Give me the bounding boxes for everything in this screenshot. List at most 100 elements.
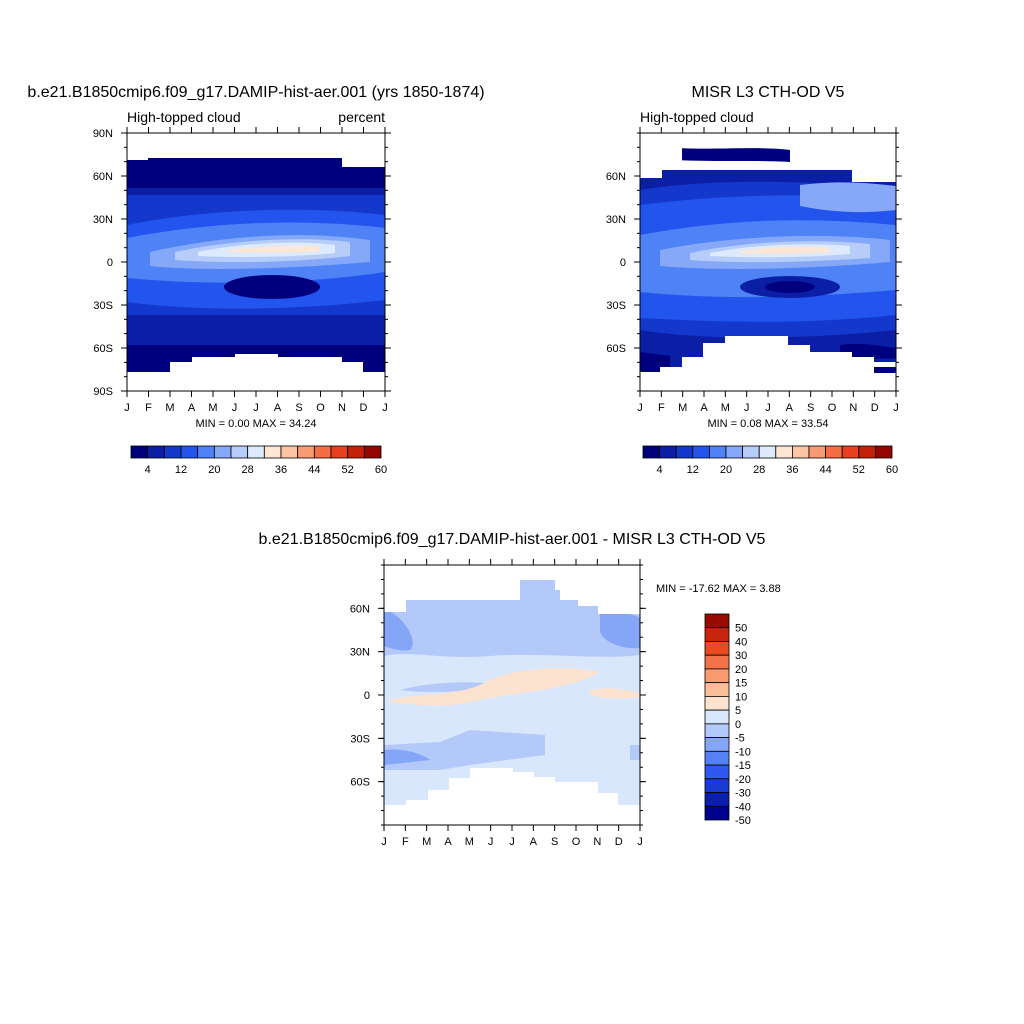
colorbar-label: 12 [175, 464, 187, 476]
y-tick-label: 0 [364, 690, 370, 702]
panel-obs-colorbar: 4 12 20 28 36 44 52 60 [642, 445, 898, 476]
y-tick-label: 90N [93, 128, 113, 140]
y-tick-label: 30S [606, 300, 626, 312]
colorbar-label: 5 [735, 705, 741, 717]
colorbar-label: 52 [342, 464, 354, 476]
x-tick-label: J [893, 402, 899, 414]
y-tick-label: 90S [93, 386, 113, 398]
panel-diff: b.e21.B1850cmip6.f09_g17.DAMIP-hist-aer.… [259, 531, 781, 848]
y-tick-label: 0 [620, 257, 626, 269]
panel-obs: MISR L3 CTH-OD V5 High-topped cloud [606, 84, 902, 476]
colorbar-label: 44 [308, 464, 320, 476]
colorbar-swatch [675, 445, 694, 459]
y-tick-label: 0 [107, 257, 113, 269]
colorbar-swatch [704, 641, 730, 656]
colorbar-swatch [163, 445, 182, 459]
panel-diff-title: b.e21.B1850cmip6.f09_g17.DAMIP-hist-aer.… [259, 531, 766, 548]
x-tick-label: D [871, 402, 879, 414]
colorbar-swatch [725, 445, 744, 459]
colorbar-label: -20 [735, 774, 751, 786]
panel-diff-axes: J F M A M J J A S O N D J 60N 30N 0 30S 60S [350, 559, 646, 848]
y-tick-label: 30S [93, 300, 113, 312]
x-tick-label: M [165, 402, 174, 414]
colorbar-swatch [704, 696, 730, 711]
colorbar-swatch [704, 668, 730, 684]
colorbar-label: -10 [735, 746, 751, 758]
panel-obs-axes: J F M A M J J A S O N D J 60N 30N 0 30S 60S [606, 127, 902, 414]
x-tick-label: M [721, 402, 730, 414]
x-tick-label: A [786, 402, 794, 414]
colorbar-swatch [704, 627, 730, 642]
x-tick-label: A [530, 836, 538, 848]
x-tick-label: J [637, 836, 643, 848]
colorbar-label: -15 [735, 760, 751, 772]
x-tick-label: A [700, 402, 708, 414]
colorbar-label: 60 [886, 464, 898, 476]
colorbar-swatch [875, 445, 893, 459]
colorbar-label: 44 [819, 464, 831, 476]
x-tick-label: A [444, 836, 452, 848]
x-tick-label: J [253, 402, 259, 414]
y-tick-label: 60N [350, 603, 370, 615]
x-tick-label: M [678, 402, 687, 414]
colorbar-label: 36 [786, 464, 798, 476]
colorbar-swatch [704, 737, 730, 752]
colorbar-swatch [792, 445, 810, 459]
colorbar-swatch [808, 445, 827, 459]
colorbar-swatch [363, 445, 382, 459]
x-tick-label: S [295, 402, 302, 414]
colorbar-label: 28 [242, 464, 254, 476]
x-tick-label: O [828, 402, 837, 414]
panel-model-left-string: High-topped cloud [127, 109, 241, 125]
colorbar-swatch [704, 764, 730, 780]
colorbar-swatch [704, 723, 730, 738]
colorbar-swatch [692, 445, 710, 459]
panel-model-title: b.e21.B1850cmip6.f09_g17.DAMIP-hist-aer.… [27, 84, 484, 101]
y-tick-label: 60N [93, 171, 113, 183]
colorbar-swatch [659, 445, 677, 459]
x-tick-label: S [807, 402, 814, 414]
x-tick-label: D [360, 402, 368, 414]
x-tick-label: M [465, 836, 474, 848]
colorbar-label: 4 [657, 464, 663, 476]
panel-obs-minmax: MIN = 0.08 MAX = 33.54 [707, 418, 828, 430]
colorbar-swatch [313, 445, 332, 459]
colorbar-swatch [841, 445, 860, 459]
x-tick-label: N [849, 402, 857, 414]
colorbar-swatch [330, 445, 349, 459]
colorbar-swatch [742, 445, 760, 459]
y-tick-label: 30N [93, 214, 113, 226]
colorbar-swatch [704, 654, 730, 670]
colorbar-swatch [858, 445, 876, 459]
x-tick-label: J [382, 402, 388, 414]
colorbar-label: 10 [735, 691, 747, 703]
colorbar-swatch [147, 445, 165, 459]
colorbar-label: 52 [853, 464, 865, 476]
colorbar-label: 40 [735, 636, 747, 648]
colorbar-swatch [825, 445, 843, 459]
colorbar-swatch [280, 445, 299, 459]
colorbar-swatch [704, 778, 730, 793]
colorbar-swatch [642, 445, 661, 459]
x-tick-label: S [551, 836, 558, 848]
colorbar-label: -50 [735, 815, 751, 827]
x-tick-label: J [765, 402, 771, 414]
panel-model: b.e21.B1850cmip6.f09_g17.DAMIP-hist-aer.… [27, 84, 484, 476]
colorbar-swatch [775, 445, 793, 459]
colorbar-swatch [213, 445, 232, 459]
colorbar-swatch [704, 750, 730, 766]
colorbar-label: -40 [735, 801, 751, 813]
panel-diff-minmax: MIN = -17.62 MAX = 3.88 [656, 583, 781, 595]
colorbar-swatch [709, 445, 727, 459]
colorbar-swatch [704, 709, 730, 725]
x-tick-label: J [509, 836, 515, 848]
x-tick-label: A [188, 402, 196, 414]
x-tick-label: J [488, 836, 494, 848]
y-tick-label: 30S [350, 733, 370, 745]
x-tick-label: N [593, 836, 601, 848]
panel-diff-field [384, 565, 640, 825]
colorbar-swatch [347, 445, 365, 459]
colorbar-swatch [704, 682, 730, 697]
colorbar-label: 4 [145, 464, 151, 476]
